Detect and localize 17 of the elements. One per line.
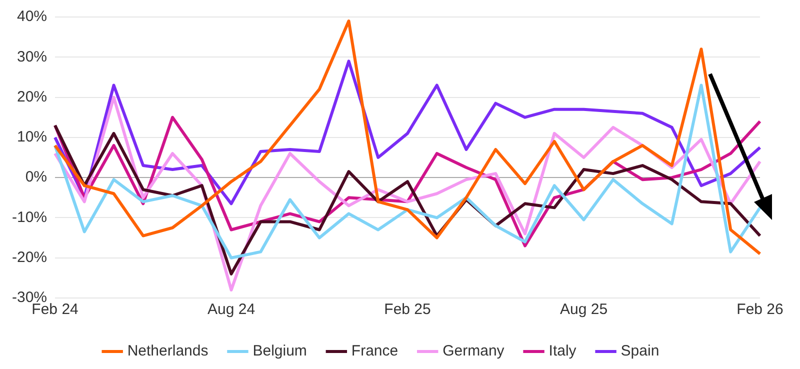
legend-label: Netherlands (127, 342, 208, 360)
y-tick-label: 20% (16, 88, 48, 106)
legend-label: Italy (548, 342, 577, 360)
y-tick-label: 0% (25, 168, 48, 186)
x-tick-label: Aug 25 (560, 301, 608, 318)
y-tick-label: 10% (16, 128, 48, 146)
legend-label: France (351, 342, 398, 360)
x-tick-label: Aug 24 (207, 301, 256, 318)
y-tick-label: -10% (12, 208, 48, 226)
y-tick-label: 30% (16, 48, 48, 66)
y-tick-label: 40% (16, 8, 48, 26)
x-tick-label: Feb 26 (736, 301, 784, 318)
x-tick-label: Feb 25 (384, 301, 431, 318)
legend-label: Belgium (252, 342, 307, 360)
legend-label: Germany (442, 342, 505, 360)
y-tick-label: -20% (12, 249, 48, 266)
legend-label: Spain (620, 342, 660, 360)
